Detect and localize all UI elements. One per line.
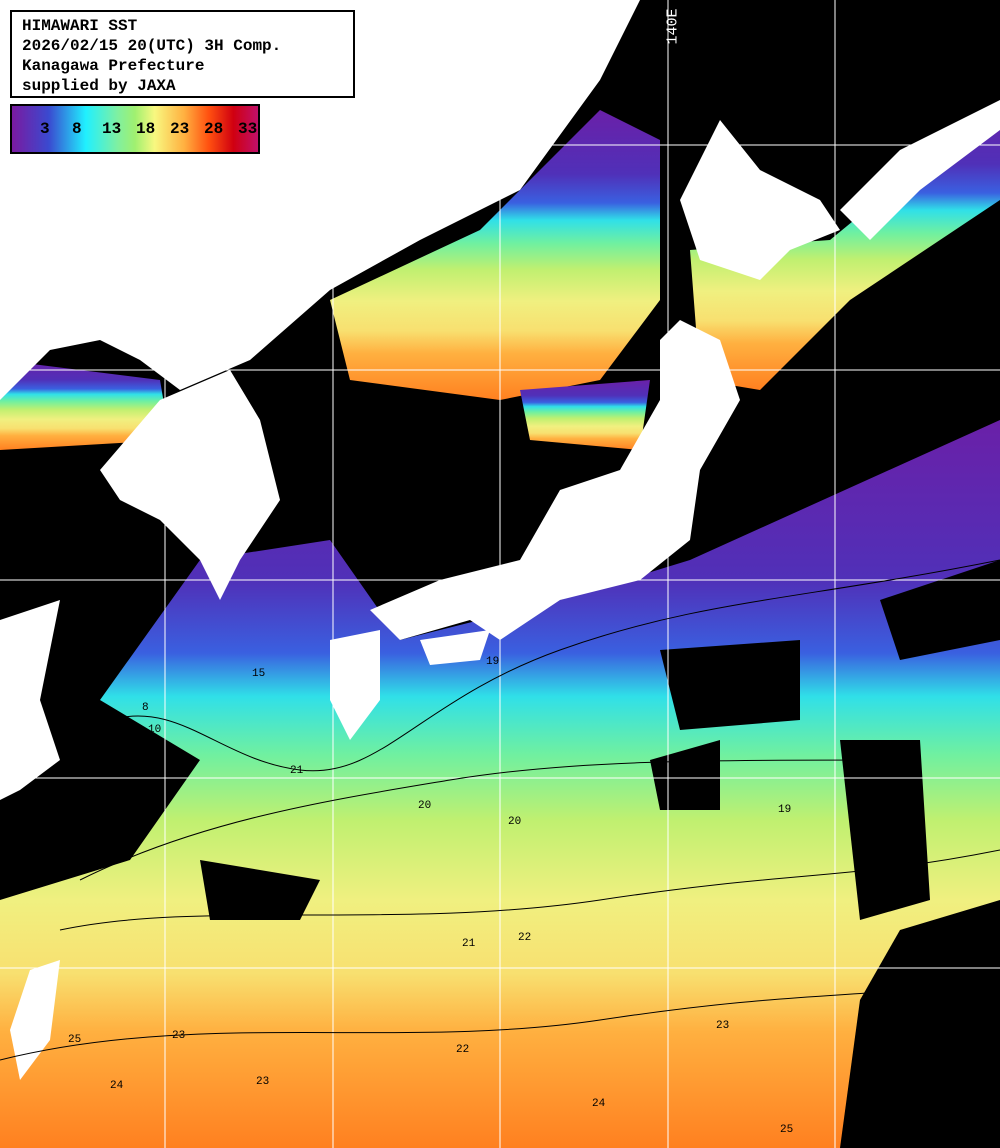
title-line: HIMAWARI SST xyxy=(22,17,138,35)
land-asia-mainland xyxy=(0,0,640,400)
grid-label-30n: 30N xyxy=(2,760,30,777)
contour-label: 25 xyxy=(68,1034,82,1046)
color-scale-tick: 13 xyxy=(102,120,122,138)
land-korea-china-coast xyxy=(100,370,280,600)
contour-label: 23 xyxy=(256,1076,270,1088)
land xyxy=(0,0,1000,1080)
color-scale-tick: 28 xyxy=(204,120,224,138)
land-kyushu-shikoku xyxy=(330,630,490,740)
title-line: supplied by JAXA xyxy=(22,77,176,95)
contour-label: 25 xyxy=(780,1124,794,1136)
land-hokkaido xyxy=(680,120,840,280)
color-scale-bar: 3 8 13 18 23 28 33 xyxy=(10,104,260,154)
contour-label: 24 xyxy=(592,1098,606,1110)
land-china-east xyxy=(0,600,60,800)
contour-label: 19 xyxy=(486,656,500,668)
grid-label-40n: 40N xyxy=(2,352,30,369)
contour-label: 19 xyxy=(778,804,792,816)
land-honshu xyxy=(370,320,740,640)
grid-label-140e: 140E xyxy=(664,8,682,45)
contour-label: 23 xyxy=(716,1020,730,1032)
color-scale-tick: 23 xyxy=(170,120,190,138)
title-line: 2026/02/15 20(UTC) 3H Comp. xyxy=(22,37,282,55)
contour-label: 15 xyxy=(252,668,266,680)
land-sakhalin-kuril xyxy=(840,100,1000,240)
color-scale-tick: 3 xyxy=(40,120,50,138)
contour-label: 21 xyxy=(462,938,476,950)
land-island xyxy=(400,130,430,165)
contour-label: 24 xyxy=(110,1080,124,1092)
color-scale-tick: 33 xyxy=(238,120,258,138)
contour-label: 22 xyxy=(456,1044,470,1056)
contour-label: 20 xyxy=(508,816,522,828)
contour-label: 8 xyxy=(142,702,149,714)
contour-label: 21 xyxy=(290,765,304,777)
color-scale-tick: 18 xyxy=(136,120,156,138)
contour-label: 23 xyxy=(172,1030,186,1042)
land-taiwan xyxy=(10,960,60,1080)
sst-contours xyxy=(0,559,1000,1061)
contour-label: 10 xyxy=(148,724,162,736)
title-box: HIMAWARI SST 2026/02/15 20(UTC) 3H Comp.… xyxy=(10,10,355,98)
title-line: Kanagawa Prefecture xyxy=(22,57,205,75)
contour-label: 22 xyxy=(518,932,532,944)
color-scale-tick: 8 xyxy=(72,120,82,138)
contour-label: 20 xyxy=(418,800,432,812)
